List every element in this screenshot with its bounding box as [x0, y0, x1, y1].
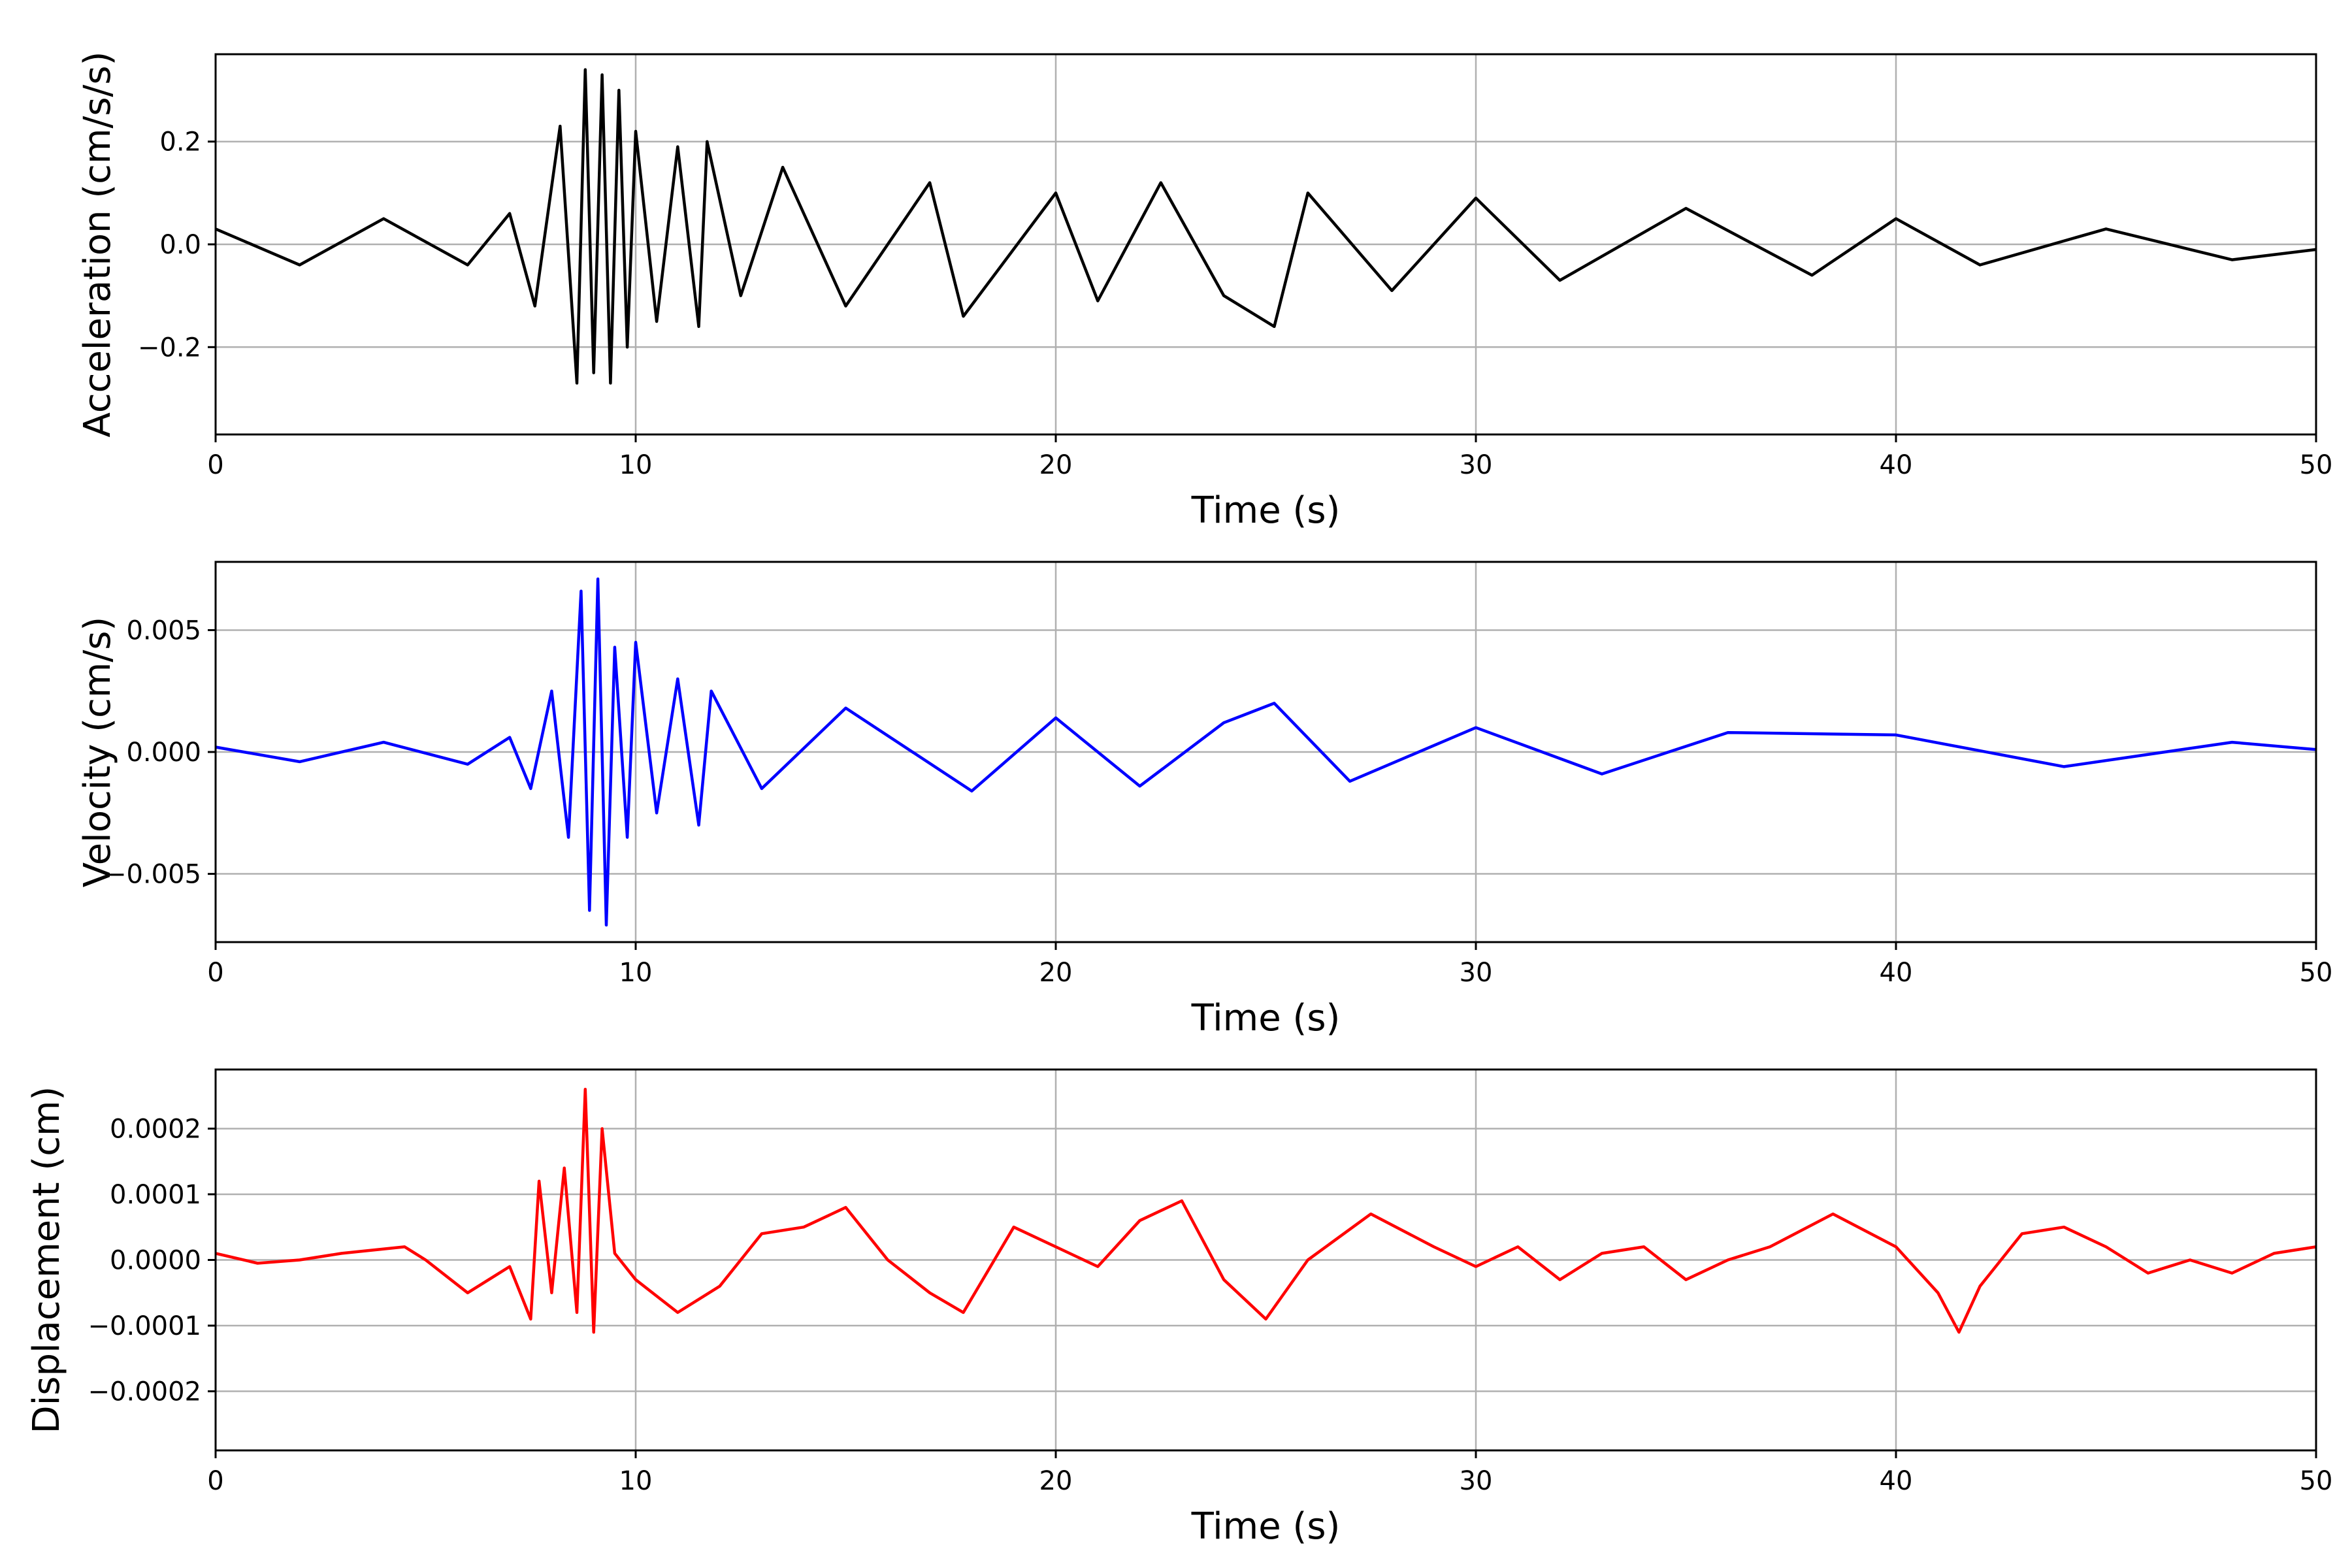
displacement-x-tick-label: 10	[619, 1466, 653, 1496]
acceleration-y-tick-label: −0.2	[138, 333, 201, 363]
displacement-ticks: 0 10 20 30 40 50 −0.0002 −0.0001 0.0000 0.0001 0.0…	[88, 1114, 2333, 1496]
acceleration-x-tick-label: 40	[1880, 450, 1913, 480]
acceleration-series-line	[215, 68, 2317, 385]
velocity-x-tick-label: 0	[207, 958, 223, 988]
acceleration-grid	[214, 54, 2317, 434]
acceleration-y-tick-label: 0.0	[159, 230, 201, 260]
velocity-x-tick-label: 20	[1039, 958, 1073, 988]
displacement-series	[215, 1087, 2317, 1334]
acceleration-x-tick-label: 10	[619, 450, 653, 480]
velocity-y-tick-label: 0.005	[126, 615, 201, 645]
acceleration-series	[215, 68, 2317, 385]
displacement-x-tick-label: 30	[1460, 1466, 1493, 1496]
displacement-series-line	[215, 1087, 2317, 1334]
acceleration-x-tick-label: 50	[2300, 450, 2333, 480]
displacement-y-tick-label: −0.0001	[88, 1311, 201, 1341]
displacement-y-tick-label: 0.0001	[110, 1180, 201, 1210]
displacement-y-axis-label: Displacement (cm)	[25, 1086, 68, 1434]
displacement-x-tick-label: 0	[207, 1466, 223, 1496]
velocity-x-tick-label: 50	[2300, 958, 2333, 988]
acceleration-x-tick-label: 30	[1460, 450, 1493, 480]
acceleration-x-tick-label: 20	[1039, 450, 1073, 480]
displacement-y-tick-label: 0.0002	[110, 1114, 201, 1144]
velocity-panel: 0 10 20 30 40 50 −0.005 0.000 0.005 Time (s) Vel…	[76, 561, 2332, 1039]
displacement-x-tick-label: 50	[2300, 1466, 2333, 1496]
velocity-series	[215, 577, 2317, 927]
velocity-y-axis-label: Velocity (cm/s)	[76, 617, 119, 888]
velocity-ticks: 0 10 20 30 40 50 −0.005 0.000 0.005	[105, 615, 2332, 988]
velocity-y-tick-label: 0.000	[126, 738, 201, 768]
displacement-x-tick-label: 40	[1880, 1466, 1913, 1496]
velocity-x-tick-label: 40	[1880, 958, 1913, 988]
acceleration-y-tick-label: 0.2	[159, 127, 201, 157]
displacement-x-axis-label: Time (s)	[1191, 1505, 1341, 1548]
acceleration-y-axis-label: Acceleration (cm/s/s)	[76, 52, 119, 438]
acceleration-x-axis-label: Time (s)	[1191, 489, 1341, 532]
velocity-series-line	[215, 577, 2317, 927]
displacement-panel: 0 10 20 30 40 50 −0.0002 −0.0001 0.0000 0.0001 0.0…	[25, 1068, 2333, 1548]
velocity-x-axis-label: Time (s)	[1191, 997, 1341, 1039]
velocity-y-tick-label: −0.005	[105, 860, 201, 890]
acceleration-panel: 0 10 20 30 40 50 −0.2 0.0 0.2 Time (s) Accelerat…	[76, 52, 2332, 532]
velocity-x-tick-label: 10	[619, 958, 653, 988]
displacement-y-tick-label: −0.0002	[88, 1377, 201, 1407]
displacement-y-tick-label: 0.0000	[110, 1246, 201, 1276]
acceleration-x-tick-label: 0	[207, 450, 223, 480]
velocity-x-tick-label: 30	[1460, 958, 1493, 988]
displacement-x-tick-label: 20	[1039, 1466, 1073, 1496]
acceleration-ticks: 0 10 20 30 40 50 −0.2 0.0 0.2	[138, 127, 2333, 480]
velocity-grid	[214, 562, 2317, 942]
